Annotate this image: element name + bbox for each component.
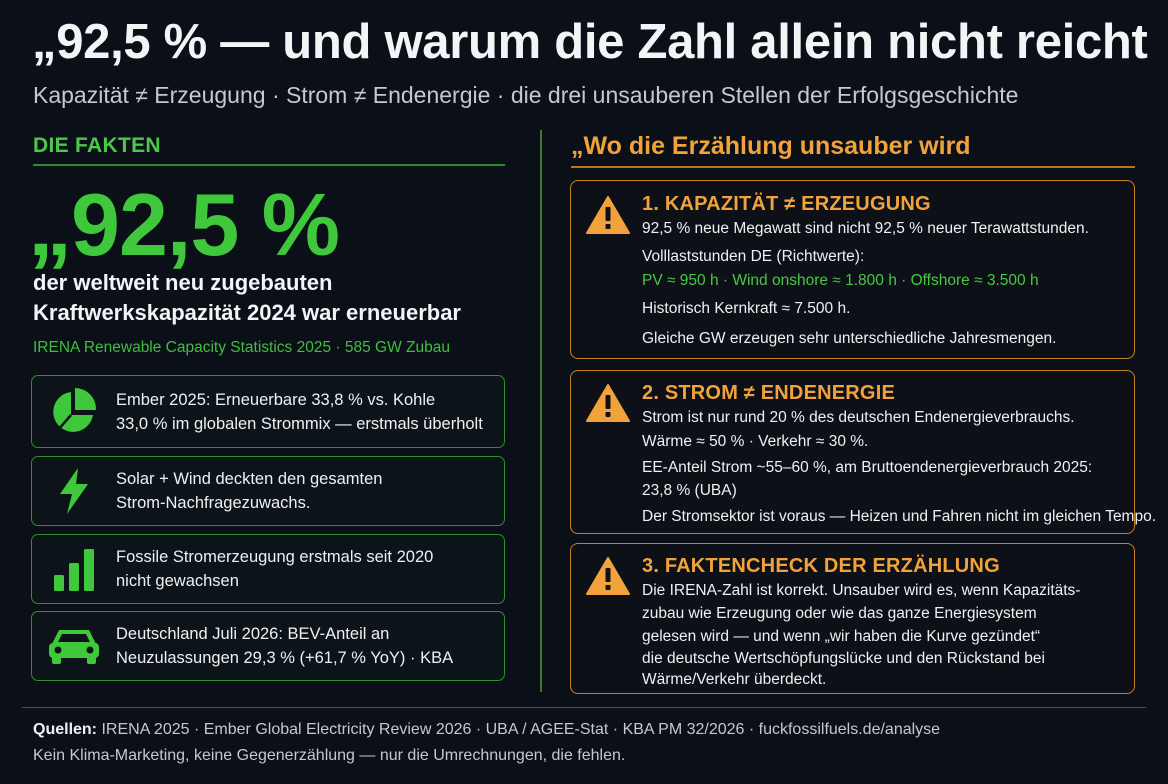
headline-number: „92,5 % [28, 175, 340, 274]
warning-line: 92,5 % neue Megawatt sind nicht 92,5 % n… [642, 220, 1089, 237]
fact-text-line: Solar + Wind deckten den gesamten [116, 470, 383, 488]
fact-card-solar-wind: Solar + Wind deckten den gesamten Strom-… [31, 456, 505, 526]
warning-title: 3. FAKTENCHECK DER ERZÄHLUNG [642, 555, 1000, 577]
bar-chart-icon [32, 547, 116, 591]
warning-line: Wärme/Verkehr überdeckt. [642, 671, 827, 688]
fact-card-bev: Deutschland Juli 2026: BEV-Anteil an Neu… [31, 611, 505, 681]
column-divider [540, 130, 542, 692]
warning-line-highlight: PV ≈ 950 h · Wind onshore ≈ 1.800 h · Of… [642, 272, 1039, 289]
headline-description-line: Kraftwerkskapazität 2024 war erneuerbar [33, 300, 461, 325]
fact-card-fossil: Fossile Stromerzeugung erstmals seit 202… [31, 534, 505, 604]
analysis-heading: „Wo die Erzählung unsauber wird [571, 132, 971, 160]
facts-heading: DIE FAKTEN [33, 134, 161, 157]
fact-text-line: Ember 2025: Erneuerbare 33,8 % vs. Kohle [116, 390, 436, 409]
warning-line: Die IRENA-Zahl ist korrekt. Unsauber wir… [642, 582, 1081, 599]
fact-text-line: Neuzulassungen 29,3 % (+61,7 % YoY) · KB… [116, 649, 454, 667]
warning-line: gelesen wird — und wenn „wir haben die K… [642, 628, 1041, 645]
warning-card-energy: 2. STROM ≠ ENDENERGIE Strom ist nur rund… [570, 370, 1156, 534]
footer-sources-label: Quellen: [33, 721, 98, 738]
headline-source: IRENA Renewable Capacity Statistics 2025… [33, 339, 450, 356]
pie-chart-icon [32, 386, 116, 438]
headline-description-line: der weltweit neu zugebauten [33, 270, 333, 295]
fact-card-ember: Ember 2025: Erneuerbare 33,8 % vs. Kohle… [31, 375, 505, 448]
fact-text-line: 33,0 % im globalen Strommix — erstmals ü… [116, 414, 483, 433]
footer-note: Kein Klima-Marketing, keine Gegenerzählu… [33, 747, 626, 764]
lightning-icon [32, 466, 116, 516]
warning-title: 1. KAPAZITÄT ≠ ERZEUGUNG [642, 193, 931, 215]
warning-line: Wärme ≈ 50 % · Verkehr ≈ 30 %. [642, 433, 869, 450]
warning-line: Historisch Kernkraft ≈ 7.500 h. [642, 300, 851, 317]
analysis-divider [571, 166, 1135, 168]
headline-description: der weltweit neu zugebauten Kraftwerkska… [33, 268, 503, 328]
fact-text-line: Deutschland Juli 2026: BEV-Anteil an [116, 625, 390, 643]
warning-title: 2. STROM ≠ ENDENERGIE [642, 382, 895, 404]
footer-sources: Quellen: IRENA 2025 · Ember Global Elect… [33, 721, 940, 739]
fact-text-line: nicht gewachsen [116, 572, 239, 590]
warning-line: Gleiche GW erzeugen sehr unterschiedlich… [642, 330, 1057, 347]
fact-text-line: Strom-Nachfragezuwachs. [116, 494, 311, 512]
page-title: „92,5 % — und warum die Zahl allein nich… [32, 15, 1148, 69]
page-subtitle: Kapazität ≠ Erzeugung · Strom ≠ Endenerg… [33, 82, 1019, 108]
warning-line: EE-Anteil Strom ~55–60 %, am Bruttoenden… [642, 459, 1093, 476]
fact-text-line: Fossile Stromerzeugung erstmals seit 202… [116, 548, 434, 566]
warning-icon [585, 383, 631, 428]
facts-divider [33, 164, 505, 166]
warning-line: zubau wie Erzeugung oder wie das ganze E… [642, 605, 1037, 622]
warning-line: Volllaststunden DE (Richtwerte): [642, 248, 865, 265]
footer-divider [22, 707, 1146, 708]
warning-line: Strom ist nur rund 20 % des deutschen En… [642, 409, 1075, 426]
warning-icon [585, 195, 631, 240]
warning-card-factcheck: 3. FAKTENCHECK DER ERZÄHLUNG Die IRENA-Z… [570, 543, 1135, 694]
warning-icon [585, 556, 631, 601]
warning-line: Der Stromsektor ist voraus — Heizen und … [642, 508, 1157, 525]
car-icon [32, 626, 116, 666]
warning-line: 23,8 % (UBA) [642, 482, 737, 499]
footer-sources-text: IRENA 2025 · Ember Global Electricity Re… [101, 721, 941, 738]
warning-line: die deutsche Wertschöpfungslücke und den… [642, 650, 1045, 667]
warning-card-capacity: 1. KAPAZITÄT ≠ ERZEUGUNG 92,5 % neue Meg… [570, 180, 1135, 359]
